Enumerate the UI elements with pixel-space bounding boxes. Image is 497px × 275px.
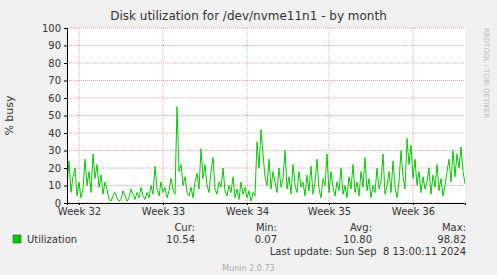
- y-grid-line: [67, 80, 465, 81]
- y-tick-label: 30: [48, 145, 61, 156]
- y-tick-label: 90: [48, 40, 61, 51]
- stat-name: Max:: [442, 222, 466, 233]
- y-grid-line: [67, 150, 465, 151]
- y-tick-label: 10: [48, 180, 61, 191]
- y-tick: 60: [48, 93, 67, 104]
- chart: 0102030405060708090100Week 32Week 33Week…: [0, 0, 497, 275]
- y-tick: 90: [48, 40, 67, 51]
- x-tick-mark: [163, 203, 164, 205]
- y-grid-line: [67, 168, 465, 169]
- title: Disk utilization for /dev/nvme11n1 - by …: [110, 9, 387, 23]
- x-axis-line: [68, 204, 466, 206]
- y-tick: 30: [48, 145, 67, 156]
- y-tick-label: 70: [48, 75, 61, 86]
- x-tick-mark: [413, 203, 414, 205]
- x-tick-label: Week 32: [58, 206, 101, 217]
- x-tick-label: Week 34: [226, 206, 269, 217]
- y-tick-label: 40: [48, 128, 61, 139]
- y-tick-mark: [64, 151, 67, 152]
- stat-name: Cur:: [174, 222, 195, 233]
- y-grid-line: [67, 115, 465, 116]
- stat-value: 0.07: [255, 234, 277, 245]
- y-tick-label: 50: [48, 110, 61, 121]
- y-tick: 100: [42, 23, 67, 34]
- stat-value: 98.82: [437, 234, 466, 245]
- y-tick: 70: [48, 75, 67, 86]
- x-grid-line: [247, 28, 248, 203]
- y-tick: 80: [48, 58, 67, 69]
- last-update: Last update: Sun Sep 8 13:00:11 2024: [270, 246, 466, 257]
- plot-area: [67, 28, 465, 203]
- watermark: RRDTOOL / TOBI OETIKER: [482, 28, 490, 118]
- x-tick-mark: [247, 203, 248, 205]
- series-line: [67, 107, 465, 202]
- y-tick-mark: [64, 98, 67, 99]
- stat-name: Avg:: [350, 222, 372, 233]
- y-tick-mark: [64, 203, 67, 204]
- y-tick-mark: [64, 63, 67, 64]
- y-tick-mark: [64, 133, 67, 134]
- y-grid-line: [67, 28, 465, 29]
- x-grid-line: [79, 28, 80, 203]
- footer: Munin 2.0.73: [222, 264, 274, 273]
- y-tick-mark: [64, 116, 67, 117]
- stat-value: 10.80: [343, 234, 372, 245]
- x-tick-label: Week 36: [392, 206, 435, 217]
- grid: [67, 28, 465, 203]
- y-tick: 40: [48, 128, 67, 139]
- y-grid-line: [67, 98, 465, 99]
- y-tick-mark: [64, 28, 67, 29]
- y-grid-line: [67, 133, 465, 134]
- stat-value: 10.54: [166, 234, 195, 245]
- x-tick: Week 35: [308, 203, 351, 217]
- y-tick-mark: [64, 46, 67, 47]
- x-tick: Week 32: [58, 203, 101, 217]
- x-tick-mark: [329, 203, 330, 205]
- background: [0, 0, 497, 275]
- y-tick-mark: [64, 186, 67, 187]
- x-axis: Week 32 Week 33 Week 34 Week 35 Week 36: [58, 203, 466, 217]
- legend-swatch: [13, 235, 21, 243]
- marks: [67, 107, 465, 202]
- y-tick: 20: [48, 163, 67, 174]
- x-tick: Week 36: [392, 203, 435, 217]
- y-grid-line: [67, 45, 465, 46]
- y-tick-mark: [64, 81, 67, 82]
- x-tick-mark: [79, 203, 80, 205]
- x-tick: Week 34: [226, 203, 269, 217]
- stat-name: Min:: [256, 222, 277, 233]
- y-tick-label: 20: [48, 163, 61, 174]
- y-grid-line: [67, 63, 465, 64]
- x-tick-label: Week 33: [142, 206, 185, 217]
- y-axis-line: [64, 29, 68, 204]
- x-tick-label: Week 35: [308, 206, 351, 217]
- y-tick: 10: [48, 180, 67, 191]
- legend-label: Utilization: [27, 234, 77, 245]
- y-tick: 50: [48, 110, 67, 121]
- y-tick-label: 60: [48, 93, 61, 104]
- x-grid-line: [163, 28, 164, 203]
- y-tick-label: 80: [48, 58, 61, 69]
- x-tick: Week 33: [142, 203, 185, 217]
- y-tick-label: 100: [42, 23, 61, 34]
- y-tick-mark: [64, 168, 67, 169]
- y-axis: 0102030405060708090100: [42, 23, 68, 209]
- y-axis-title: % busy: [3, 95, 16, 136]
